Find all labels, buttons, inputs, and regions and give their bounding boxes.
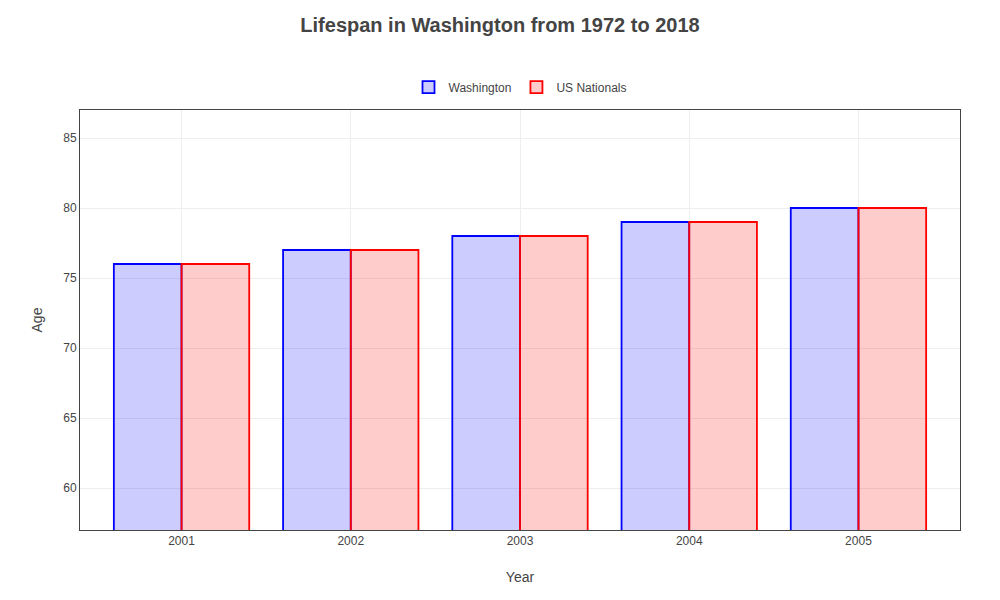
svg-text:2004: 2004 [676, 534, 703, 548]
svg-text:80: 80 [63, 201, 77, 215]
svg-text:2003: 2003 [507, 534, 534, 548]
svg-text:Washington: Washington [449, 81, 512, 95]
svg-text:2002: 2002 [337, 534, 364, 548]
svg-text:Year: Year [506, 569, 535, 585]
svg-text:65: 65 [63, 411, 77, 425]
svg-text:85: 85 [63, 131, 77, 145]
svg-text:60: 60 [63, 481, 77, 495]
svg-text:2005: 2005 [845, 534, 872, 548]
svg-text:2001: 2001 [168, 534, 195, 548]
svg-text:Age: Age [29, 307, 45, 332]
svg-text:75: 75 [63, 271, 77, 285]
svg-text:Lifespan in Washington from 19: Lifespan in Washington from 1972 to 2018 [300, 14, 699, 36]
svg-text:70: 70 [63, 341, 77, 355]
svg-text:US Nationals: US Nationals [556, 81, 626, 95]
